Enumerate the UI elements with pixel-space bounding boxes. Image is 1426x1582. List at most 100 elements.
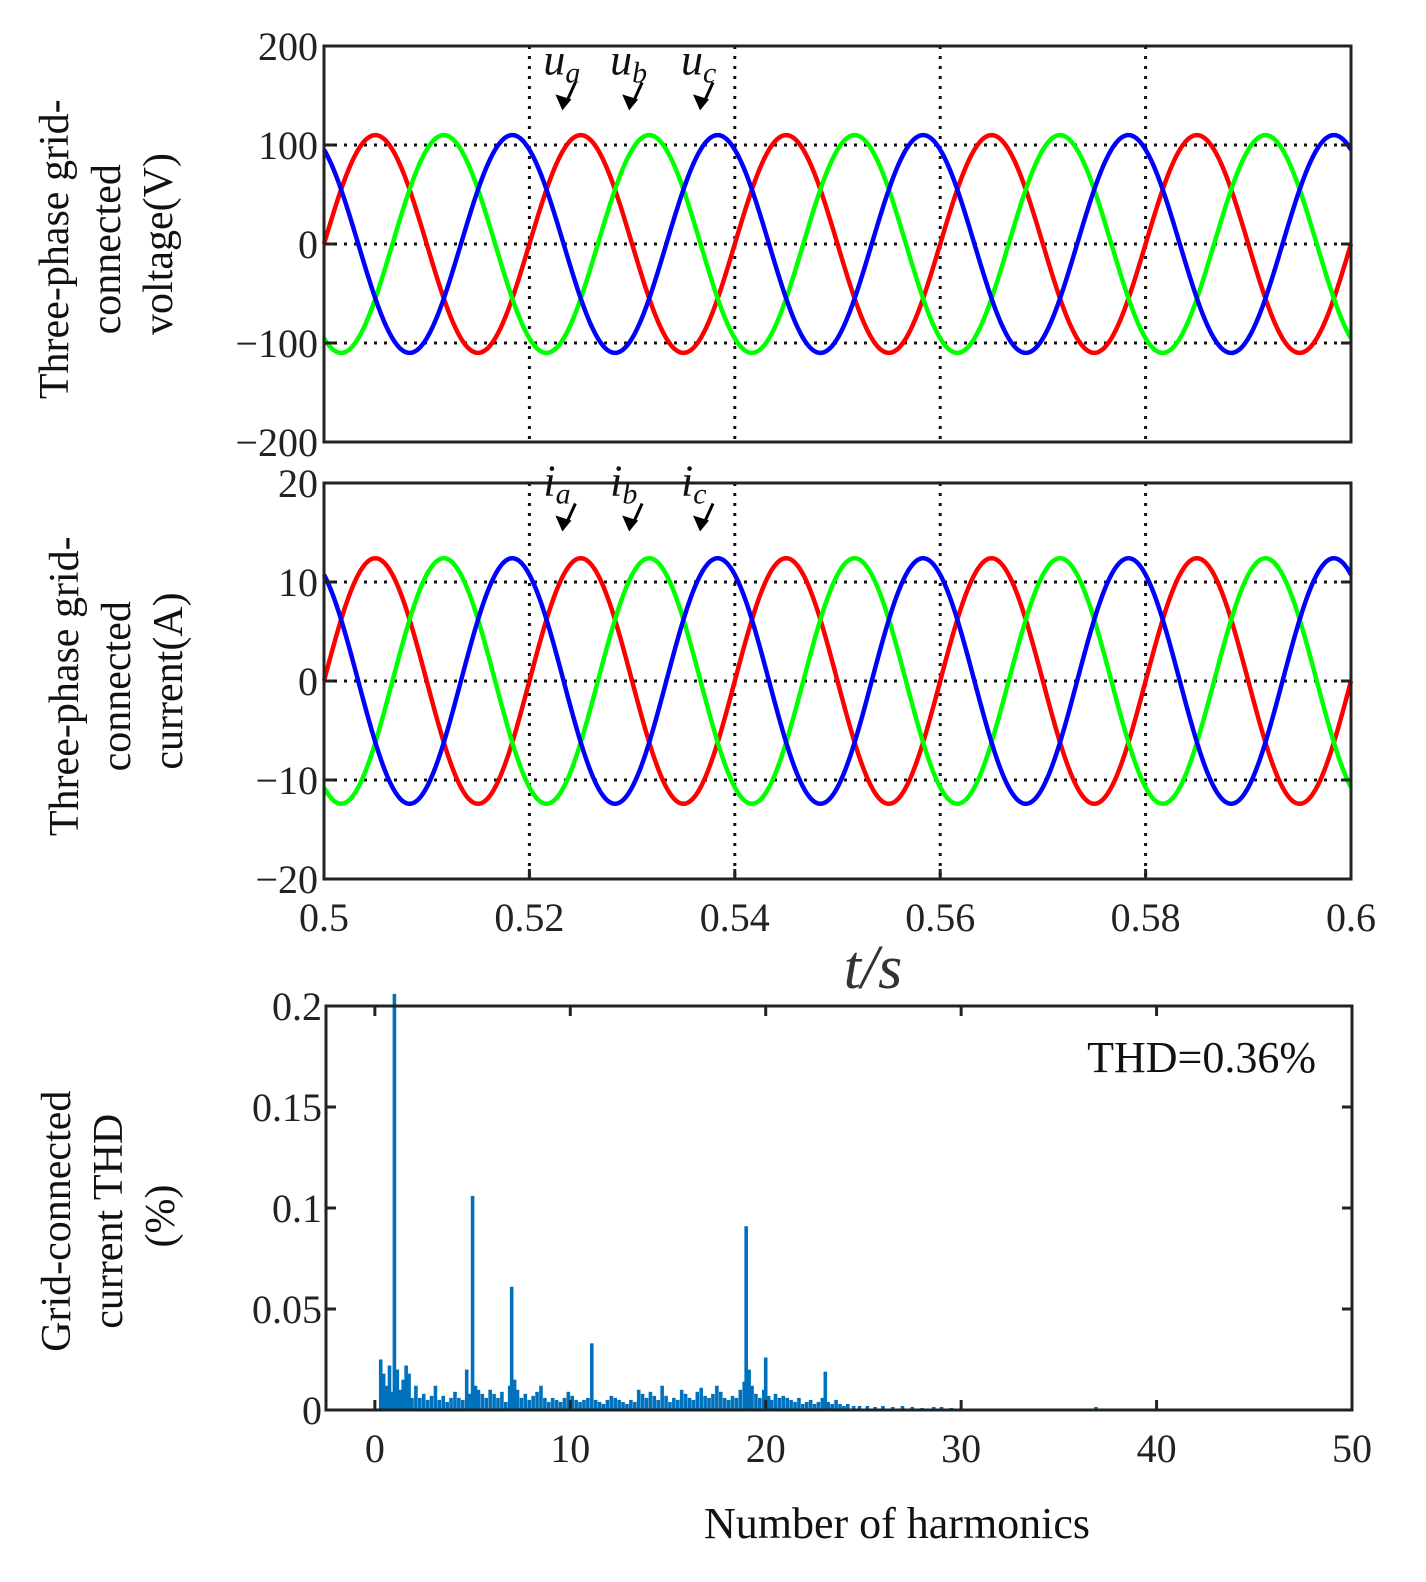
thd-bars: [378, 993, 1098, 1410]
thd-bar: [441, 1395, 446, 1410]
thd-bar: [699, 1387, 704, 1410]
thd-bar: [707, 1397, 711, 1410]
thd-xtick-label: 0: [365, 1426, 385, 1471]
voltage-ytick-label: 100: [258, 123, 318, 168]
thd-bar: [390, 1391, 395, 1410]
thd-bar: [1094, 1406, 1098, 1410]
thd-bar: [597, 1401, 602, 1410]
thd-bar: [781, 1395, 786, 1410]
thd-bar: [523, 1393, 528, 1410]
thd-bar: [636, 1389, 641, 1410]
thd-bar: [554, 1399, 559, 1410]
voltage-label-sub: c: [703, 56, 716, 89]
voltage-ytick-label: −200: [235, 420, 318, 465]
voltage-label-base: u: [543, 35, 565, 84]
current-phase-labels: ia ib ic: [543, 457, 715, 532]
thd-bar: [687, 1397, 692, 1410]
thd-ytick-label: 0: [302, 1388, 322, 1433]
thd-bar: [761, 1389, 766, 1410]
thd-bar: [718, 1391, 723, 1410]
thd-bar: [395, 1369, 400, 1410]
thd-xtick-label: 20: [746, 1426, 786, 1471]
thd-bar: [668, 1401, 672, 1410]
thd-xtick-label: 40: [1137, 1426, 1177, 1471]
thd-bar: [613, 1397, 618, 1410]
voltage-waveforms: [321, 132, 1354, 356]
current-label-base: i: [610, 457, 622, 506]
thd-bar: [758, 1397, 762, 1410]
thd-bar: [900, 1405, 905, 1410]
thd-bar: [695, 1391, 700, 1410]
voltage-ylabel-line-3: voltage(V): [136, 153, 182, 335]
thd-bar: [445, 1401, 449, 1410]
current-ytick-label: 0: [298, 659, 318, 704]
thd-bar: [570, 1395, 575, 1410]
voltage-ytick-label: −100: [235, 321, 318, 366]
thd-bar: [381, 1373, 386, 1410]
voltage-phase-c-line: [322, 132, 1353, 356]
thd-bar: [672, 1397, 676, 1410]
current-xtick-label: 0.54: [700, 895, 770, 940]
thd-bar: [793, 1401, 797, 1410]
current-phase-a-line: [321, 555, 1354, 807]
current-phase-c-line: [321, 556, 1353, 806]
thd-bar: [601, 1403, 606, 1410]
voltage-label-sub: a: [565, 56, 580, 89]
thd-bar: [691, 1399, 696, 1410]
thd-bar: [617, 1399, 621, 1410]
thd-bar: [703, 1395, 707, 1410]
thd-bar: [873, 1406, 877, 1410]
thd-bar: [484, 1397, 489, 1410]
thd-bar: [845, 1403, 850, 1410]
thd-bar: [766, 1395, 771, 1410]
thd-bar: [632, 1401, 637, 1410]
thd-bar: [550, 1397, 555, 1410]
thd-bar: [543, 1397, 547, 1410]
thd-bar: [801, 1403, 805, 1410]
current-waveforms: [321, 555, 1354, 807]
thd-bar: [488, 1389, 492, 1410]
thd-bar: [857, 1405, 862, 1410]
thd-bar: [392, 993, 397, 1410]
current-label-ic: ic: [681, 457, 707, 511]
thd-bar: [515, 1389, 520, 1410]
thd-bar: [407, 1373, 411, 1410]
thd-bar: [730, 1395, 735, 1410]
thd-bar: [433, 1385, 438, 1410]
thd-bar: [763, 1357, 768, 1410]
thd-bar: [656, 1399, 661, 1410]
current-ylabel-line-3: current(A): [146, 592, 192, 769]
thd-xtick-label: 10: [550, 1426, 590, 1471]
thd-bar: [816, 1401, 821, 1410]
thd-bar: [500, 1391, 504, 1410]
thd-bar: [461, 1399, 465, 1410]
thd-bar: [683, 1393, 688, 1410]
thd-xtick-label: 50: [1332, 1426, 1372, 1471]
thd-bar: [660, 1385, 664, 1410]
voltage-label-ua: ua: [543, 35, 580, 89]
current-plot-area: [321, 483, 1354, 879]
voltage-plot-area: [321, 46, 1354, 442]
thd-bar: [582, 1399, 586, 1410]
current-label-sub: b: [622, 478, 637, 511]
thd-bar: [429, 1395, 434, 1410]
thd-xlabel: Number of harmonics: [704, 1499, 1090, 1548]
thd-bar: [773, 1393, 778, 1410]
current-ticks: −20 −10 0 10 20 0.5 0.52 0.54 0.56 0.58 0.6: [255, 461, 1376, 940]
current-label-base: i: [543, 457, 555, 506]
voltage-label-base: u: [610, 35, 632, 84]
voltage-label-arrow-head: [555, 94, 572, 111]
voltage-ticks: −200 −100 0 100 200: [235, 24, 1351, 465]
current-phase-b-line: [322, 556, 1354, 806]
current-ytick-label: 10: [278, 560, 318, 605]
thd-bar: [675, 1399, 680, 1410]
thd-bar: [640, 1393, 645, 1410]
current-label-ia: ia: [543, 457, 570, 511]
voltage-label-arrow-head: [622, 94, 639, 111]
thd-bar: [644, 1397, 649, 1410]
thd-bar: [738, 1389, 743, 1410]
thd-bar: [401, 1379, 405, 1410]
thd-bar: [558, 1401, 563, 1410]
